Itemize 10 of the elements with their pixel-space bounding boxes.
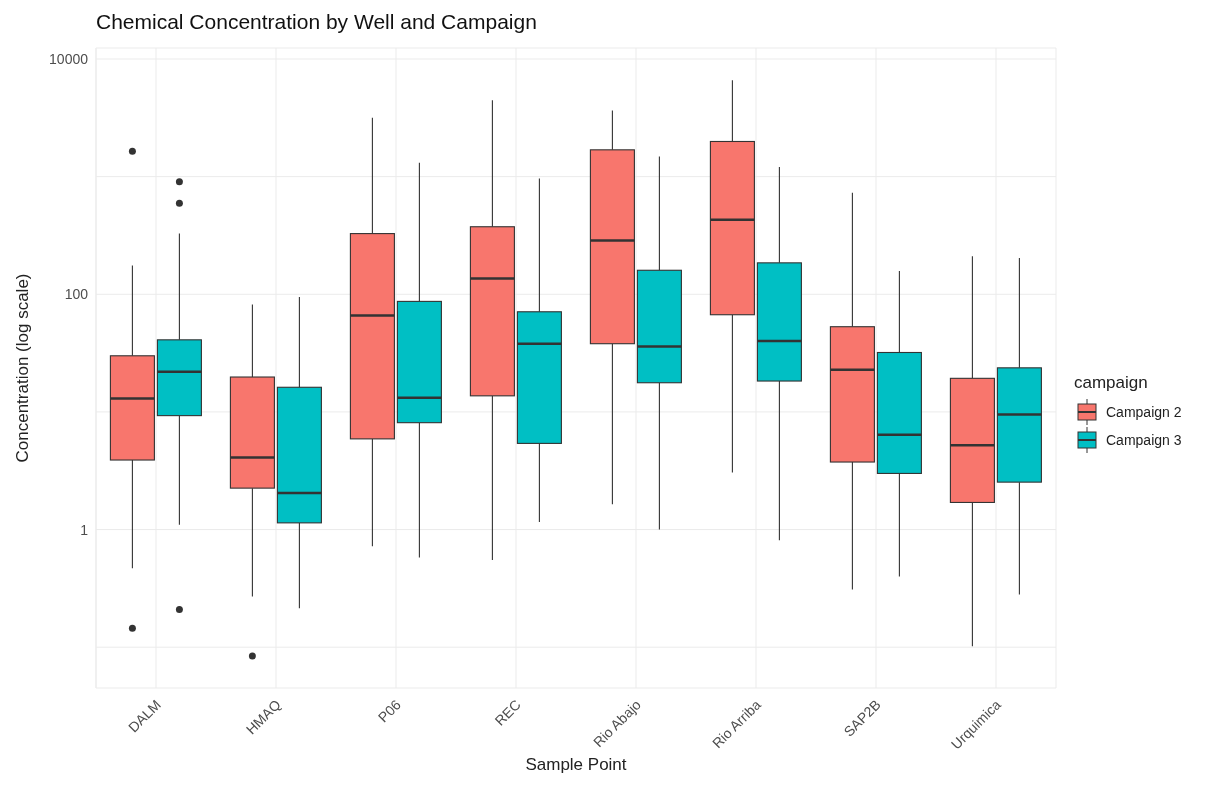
chart-title: Chemical Concentration by Well and Campaign	[95, 9, 538, 35]
y-tick-label: 10000	[49, 50, 89, 67]
x-tick-label: P06	[374, 696, 404, 726]
y-tick-label: 100	[64, 286, 89, 303]
legend-label: Campaign 2	[1106, 404, 1182, 420]
legend-label: Campaign 3	[1106, 432, 1182, 448]
legend-title: campaign	[1074, 373, 1149, 393]
y-tick-label: 1	[80, 521, 89, 538]
y-axis-title: Concentration (log scale)	[13, 273, 33, 463]
x-axis-title: Sample Point	[525, 755, 627, 774]
